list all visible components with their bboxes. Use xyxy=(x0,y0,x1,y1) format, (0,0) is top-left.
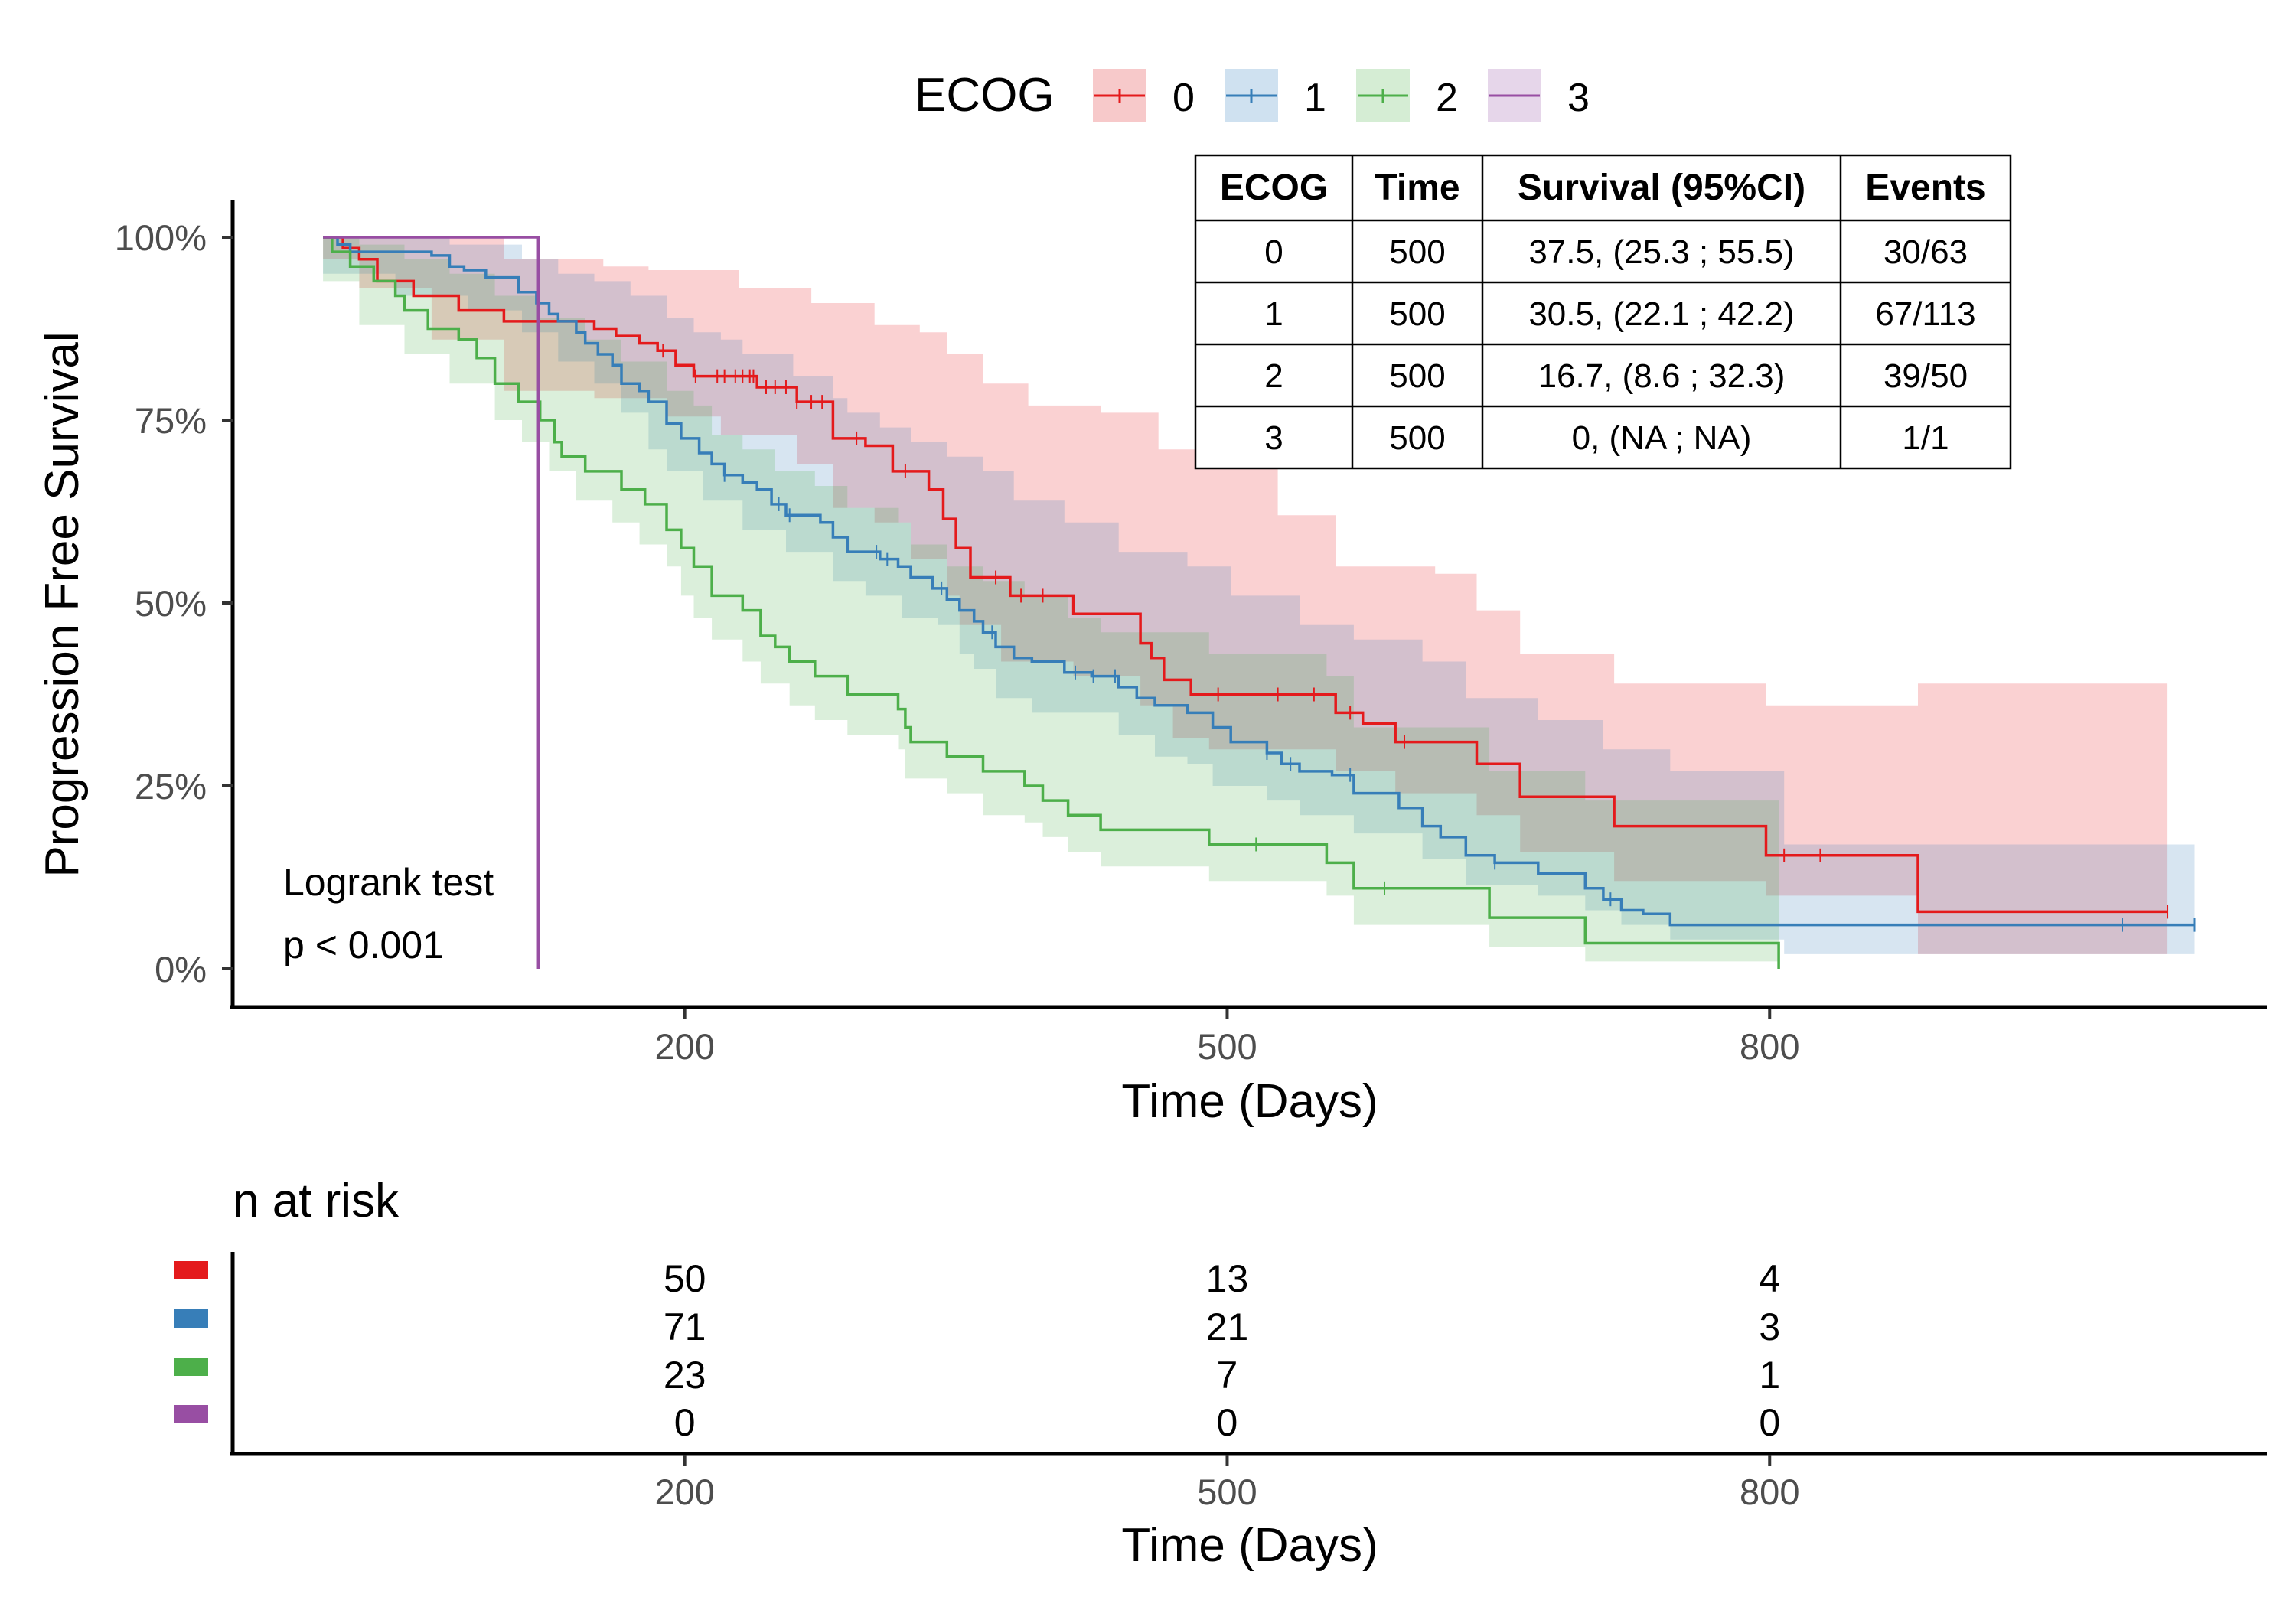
legend-title: ECOG xyxy=(915,69,1055,122)
x-axis-label: Time (Days) xyxy=(1121,1075,1378,1128)
risk-count: 13 xyxy=(1206,1257,1249,1300)
summary-table-cell: 500 xyxy=(1389,233,1445,271)
summary-table-cell: 39/50 xyxy=(1883,357,1968,395)
survival-curves xyxy=(323,236,2195,969)
risk-row-color-key xyxy=(174,1405,208,1423)
survival-curve-ecog-1 xyxy=(323,236,2195,927)
risk-count: 71 xyxy=(664,1305,706,1348)
risk-count: 4 xyxy=(1759,1257,1780,1300)
summary-table-cell: 500 xyxy=(1389,357,1445,395)
summary-table-cell: 30.5, (22.1 ; 42.2) xyxy=(1528,295,1794,333)
survival-curve-ecog-3 xyxy=(323,236,540,969)
summary-table-cell: 500 xyxy=(1389,295,1445,333)
summary-table-cell: 0, (NA ; NA) xyxy=(1572,419,1752,457)
summary-table-cell: 500 xyxy=(1389,419,1445,457)
summary-table-cell: 2 xyxy=(1264,357,1283,395)
summary-table-header: Time xyxy=(1375,168,1459,208)
summary-table-cell: 1/1 xyxy=(1902,419,1949,457)
summary-table-cell: 16.7, (8.6 ; 32.3) xyxy=(1538,357,1786,395)
risk-count: 3 xyxy=(1759,1305,1780,1348)
summary-table-cell: 0 xyxy=(1264,233,1283,271)
risk-row-color-key xyxy=(174,1261,208,1279)
risk-x-tick-label: 800 xyxy=(1740,1472,1799,1512)
summary-table-header: Events xyxy=(1865,168,1985,208)
legend-label-ecog-1: 1 xyxy=(1304,76,1326,120)
logrank-label: Logrank test xyxy=(283,861,494,904)
y-axis-label: Progression Free Survival xyxy=(36,331,89,877)
risk-count: 0 xyxy=(674,1401,696,1444)
risk-row-color-key xyxy=(174,1309,208,1328)
risk-x-axis-label: Time (Days) xyxy=(1121,1519,1378,1572)
risk-table-title: n at risk xyxy=(233,1175,400,1227)
risk-row-color-key xyxy=(174,1358,208,1376)
legend: ECOG 0 1 2 3 xyxy=(915,69,1590,122)
summary-table-cell: 67/113 xyxy=(1875,295,1975,333)
x-tick-label: 800 xyxy=(1740,1026,1799,1067)
summary-table-header: Survival (95%CI) xyxy=(1518,168,1805,208)
y-ticks: 0% 25% 50% 75% 100% xyxy=(115,217,233,989)
summary-table-header: ECOG xyxy=(1220,168,1328,208)
x-tick-label: 200 xyxy=(654,1026,714,1067)
confidence-band-ecog-1 xyxy=(323,237,2195,954)
survival-curve-ecog-0 xyxy=(323,236,2168,914)
legend-label-ecog-0: 0 xyxy=(1172,76,1195,120)
risk-x-tick-label: 200 xyxy=(654,1472,714,1512)
risk-table: n at risk 50 13 471 21 323 7 10 0 0 200 500 800 Ti… xyxy=(174,1175,2267,1572)
summary-table-cell: 3 xyxy=(1264,419,1283,457)
summary-table-cell: 30/63 xyxy=(1883,233,1968,271)
confidence-band-ecog-2 xyxy=(323,237,1779,969)
y-tick-label: 25% xyxy=(135,766,207,807)
risk-count: 0 xyxy=(1759,1401,1780,1444)
summary-table: ECOG Time Survival (95%CI) Events 0 500 37.5, … xyxy=(1194,154,2012,470)
confidence-band-ecog-0 xyxy=(323,237,2168,954)
x-tick-label: 500 xyxy=(1197,1026,1257,1067)
confidence-bands xyxy=(323,237,2195,969)
summary-table-cell: 1 xyxy=(1264,295,1283,333)
risk-x-tick-label: 500 xyxy=(1197,1472,1257,1512)
legend-label-ecog-2: 2 xyxy=(1436,76,1458,120)
logrank-p-value: p < 0.001 xyxy=(283,924,444,966)
y-tick-label: 75% xyxy=(135,400,207,441)
risk-count: 0 xyxy=(1217,1401,1238,1444)
legend-label-ecog-3: 3 xyxy=(1567,76,1590,120)
risk-count: 7 xyxy=(1217,1354,1238,1397)
risk-count: 1 xyxy=(1759,1354,1780,1397)
y-tick-label: 100% xyxy=(115,217,207,258)
summary-table-cell: 37.5, (25.3 ; 55.5) xyxy=(1528,233,1794,271)
survival-curve-ecog-2 xyxy=(323,236,1780,969)
risk-count: 23 xyxy=(664,1354,706,1397)
y-tick-label: 0% xyxy=(155,949,207,989)
risk-count: 50 xyxy=(664,1257,706,1300)
risk-count: 21 xyxy=(1206,1305,1249,1348)
y-tick-label: 50% xyxy=(135,583,207,624)
summary-table-frame xyxy=(1194,154,2012,470)
censor-marks xyxy=(662,344,2196,932)
x-ticks: 200 500 800 xyxy=(654,1009,1799,1067)
plot-area: 0% 25% 50% 75% 100% 200 500 800 Time (Days) Pr… xyxy=(36,200,2267,1128)
